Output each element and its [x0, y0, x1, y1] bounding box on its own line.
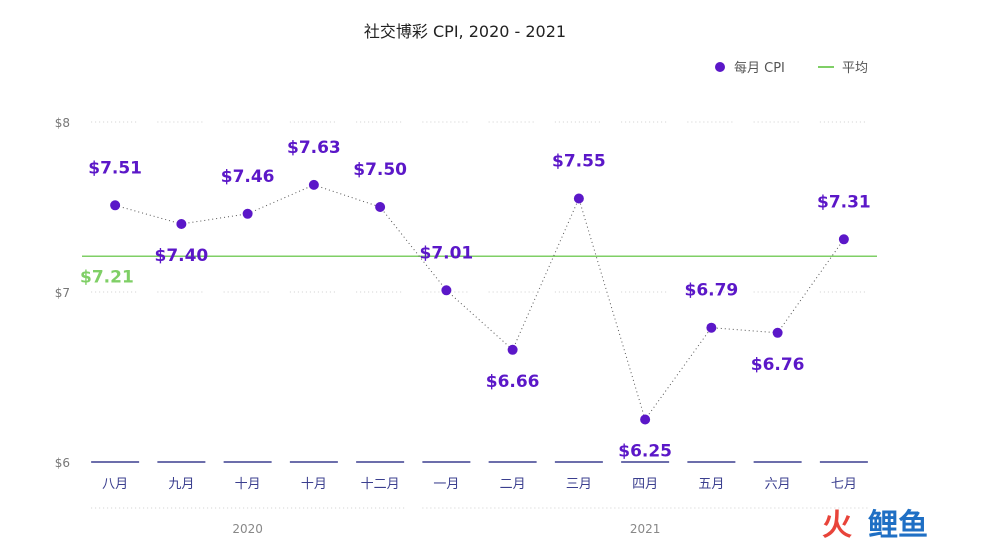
data-point [706, 322, 717, 333]
data-point [308, 179, 319, 190]
data-point [375, 202, 386, 212]
data-label: $7.51 [88, 158, 142, 178]
x-tick-label: 四月 [632, 477, 658, 492]
data-labels: $7.51 $7.40 $7.46 $7.63 $7.50 $7.01 $6.66 $7.55… [88, 138, 871, 462]
data-point [838, 234, 849, 245]
x-tick-label: 十二月 [361, 477, 400, 492]
data-label: $6.66 [486, 372, 540, 392]
x-tick-label: 三月 [566, 477, 592, 492]
watermark-blue: 鲤鱼 [868, 508, 928, 543]
data-point [176, 219, 187, 229]
y-tick-label: $6 [55, 456, 70, 470]
series-group [110, 179, 849, 425]
chart-title: 社交博彩 CPI, 2020 - 2021 [364, 22, 566, 41]
average-label: $7.21 [80, 267, 134, 287]
x-axis: 八月 九月 十月 十月 十二月 一月 二月 三月 四月 五月 六月 七月 [91, 461, 868, 492]
data-point [507, 344, 518, 355]
data-label: $6.25 [618, 442, 672, 462]
legend: 每月 CPI 平均 [715, 60, 868, 76]
data-label: $7.55 [552, 152, 606, 172]
x-tick-label: 七月 [831, 477, 857, 492]
x-tick-label: 一月 [433, 477, 459, 492]
average-line-group: $7.21 [80, 255, 877, 287]
data-label: $7.46 [221, 167, 275, 187]
series-line [114, 184, 845, 421]
y-tick-label: $8 [55, 116, 70, 130]
year-axis: 2020 2021 [91, 507, 868, 536]
y-axis: $8 $7 $6 [55, 116, 70, 470]
year-label: 2021 [630, 522, 661, 536]
x-tick-label: 九月 [168, 477, 194, 492]
data-label: $7.50 [353, 160, 407, 180]
watermark-logo: 火 鲤鱼 [822, 508, 928, 543]
data-label: $7.63 [287, 138, 341, 158]
data-point [573, 193, 584, 204]
x-tick-label: 六月 [765, 477, 791, 492]
x-tick-label: 五月 [698, 477, 724, 492]
x-tick-label: 十月 [301, 477, 327, 492]
data-label: $7.31 [817, 192, 871, 212]
legend-average-label: 平均 [842, 61, 868, 76]
legend-series-label: 每月 CPI [734, 60, 785, 76]
data-point [110, 200, 121, 211]
data-point [441, 285, 452, 296]
x-tick-label: 十月 [235, 477, 261, 492]
y-tick-label: $7 [55, 286, 70, 300]
data-point [640, 414, 651, 425]
watermark-red: 火 [822, 508, 852, 543]
year-label: 2020 [232, 522, 263, 536]
data-point [242, 208, 253, 219]
data-label: $7.01 [419, 243, 473, 263]
legend-series-marker [715, 62, 725, 72]
data-label: $6.79 [684, 281, 738, 301]
data-label: $6.76 [751, 355, 805, 375]
x-tick-label: 八月 [102, 477, 128, 492]
x-tick-label: 二月 [500, 477, 526, 492]
data-point [772, 327, 783, 338]
data-label: $7.40 [154, 246, 208, 266]
grid [91, 121, 868, 293]
